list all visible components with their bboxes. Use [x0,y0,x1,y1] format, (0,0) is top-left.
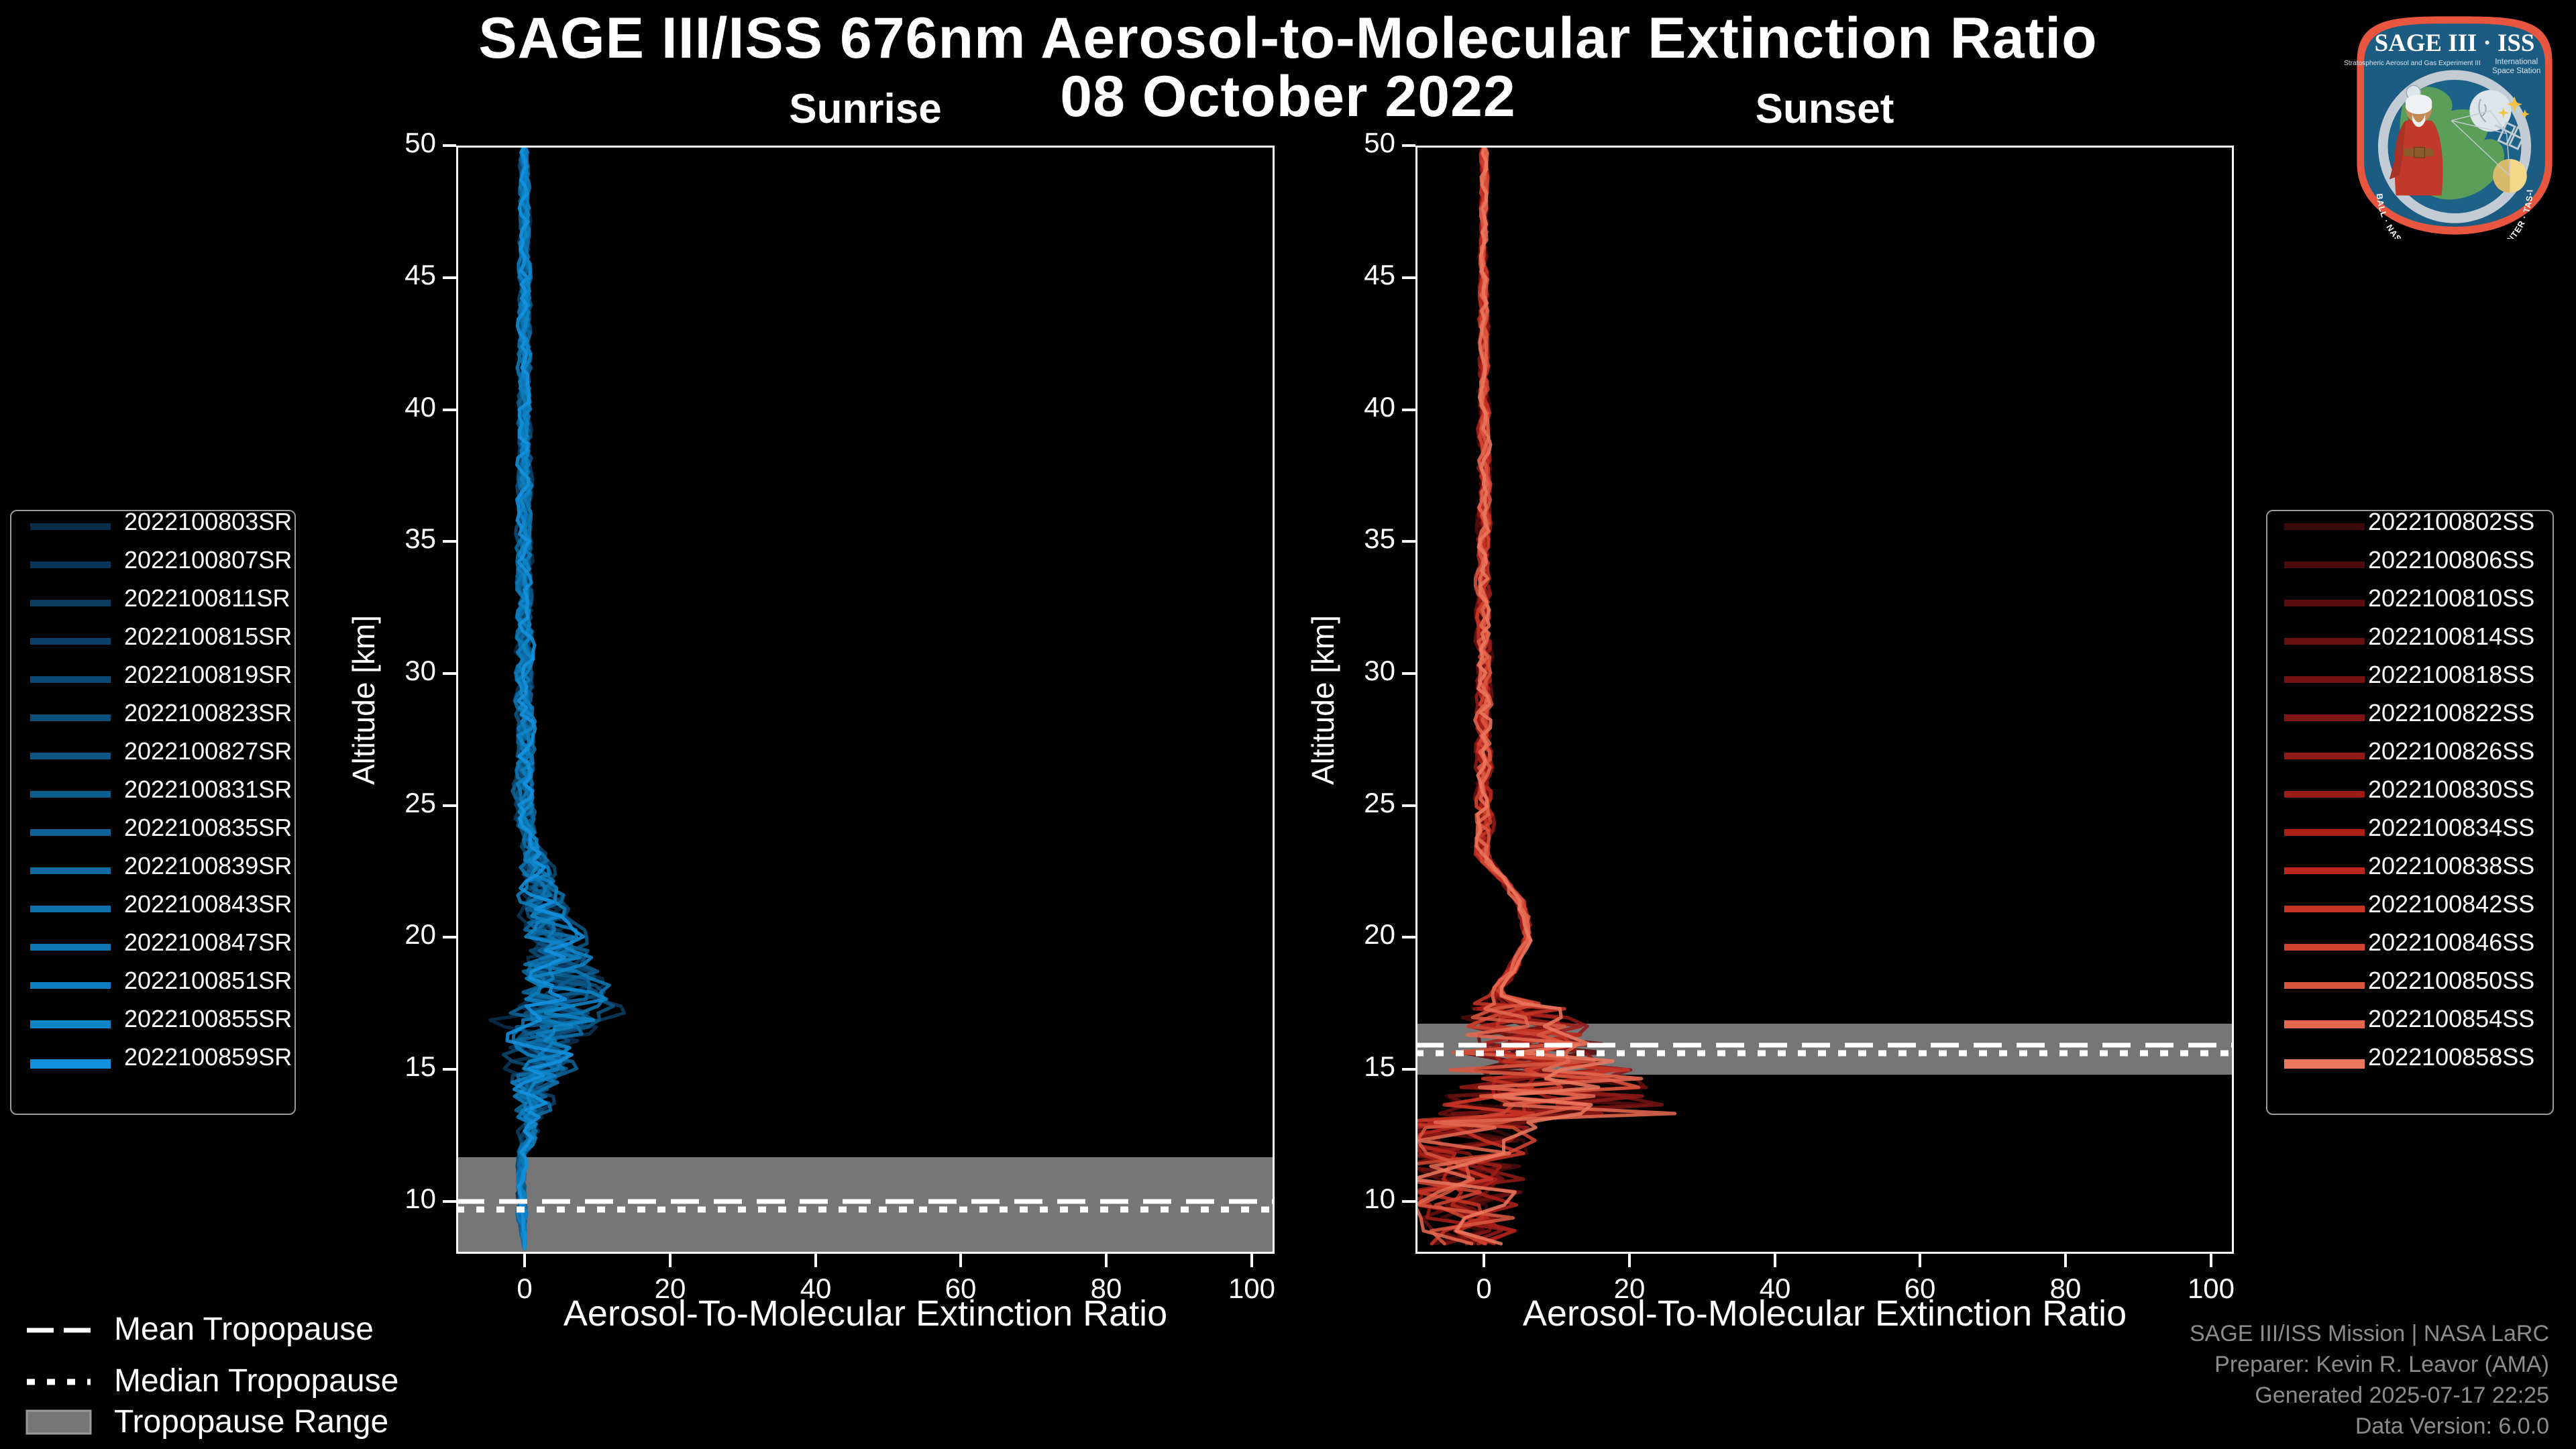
svg-text:Tropopause Range: Tropopause Range [114,1404,388,1440]
svg-text:Stratospheric Aerosol and Gas: Stratospheric Aerosol and Gas Experiment… [2344,60,2481,67]
svg-text:International: International [2495,57,2538,66]
svg-text:SAGE III · ISS: SAGE III · ISS [2375,29,2535,56]
svg-text:Median Tropopause: Median Tropopause [114,1363,398,1399]
svg-text:Mean Tropopause: Mean Tropopause [114,1311,374,1347]
svg-text:Space Station: Space Station [2492,66,2540,75]
